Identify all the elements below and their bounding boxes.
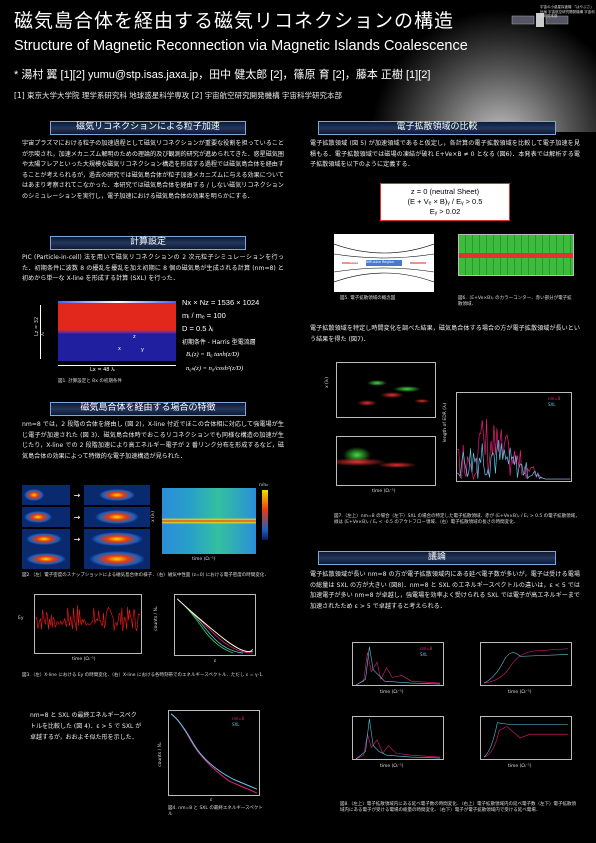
fig4-xlabel: ε [210,798,213,803]
fig2r-xlabel: time (Ωᵢ⁻¹) [192,557,216,562]
fig4-legend-nm8: nm=8 [232,716,245,721]
fig7-nm8-plot [336,362,436,418]
fig1-caption: 図1. 計算設定と Bx の初期条件 [58,379,122,384]
fig8-xlabel-tl: time (Ωᵢ⁻¹) [380,690,404,695]
param-mass-ratio: mᵢ / mₑ = 100 [182,311,226,320]
fig6-contour [458,234,574,276]
title-english: Structure of Magnetic Reconnection via M… [14,38,468,54]
fig7r-ylabel: length of EDR (λᵢ) [443,402,449,443]
setup-text: PIC (Particle-in-cell) 法を用いて磁気リコネクションの 2… [22,254,284,283]
param-thickness: D = 0.5 λᵢ [182,324,214,333]
fig3-caption: 図3.（左）X-line における Ey の時間変化．（右）X-line におけ… [22,673,264,678]
fig8-xlabel-bl: time (Ωᵢ⁻¹) [380,764,404,769]
fig3-spectrum-plot [174,594,256,656]
fig1-axis-y: y [141,347,144,353]
intro-heading: 磁気リコネクションによる粒子加速 [50,121,246,135]
fig7-legend-sxl: SXL [548,402,556,407]
fig8-legend-nm8: nm=8 [420,646,433,651]
fig7-ylabel: x (λᵢ) [325,376,331,389]
edr-def-line3: Eᵧ > 0.02 [429,207,461,216]
fig1-lx-label: Lx = 48 λᵢ [90,367,115,373]
setup-heading: 計算設定 [50,236,246,250]
fig3r-ylabel: counts / Nₑ [153,606,159,631]
fig1-lz-label: Lz = 32 λᵢ [34,316,46,336]
affiliations: [1] 東京大学大学院 理学系研究科 地球惑星科学専攻 [2] 宇宙航空研究開発… [14,91,343,100]
compare-text2: 電子拡散領域を特定し時間変化を調べた結果，磁気島合体する場合の方が電子拡散領域が… [310,325,580,343]
harris-label: 初期条件 ‐ Harris 型電流層 [182,339,256,346]
satellite-icon [511,13,569,27]
fig2-snapshots: → → → [22,485,150,569]
fig1-axis-z: z [133,334,136,340]
compare-heading: 電子拡散領域の比較 [318,121,556,135]
features-summary: nm=8 と SXL の最終エネルギースペクトルを比較した (図 4)．ε > … [30,712,142,741]
colorbar-label: n/n₀ [259,483,269,488]
fig5-edr-label: Electron Diffusion Region [350,260,395,264]
fig8-plot-tr [480,642,572,686]
fig3r-xlabel: ε [214,659,217,664]
edr-def-line1: z = 0 (neutral Sheet) [410,187,480,196]
fig4-caption: 図4. nm=8 と SXL の最終エネルギースペクトル [168,806,263,817]
fig8-xlabel-tr: time (Ωᵢ⁻¹) [508,690,532,695]
fig2-caption: 図2.（左）電子密度のスナップショットによる磁気島合体の様子．（右）磁気中性面 … [22,573,269,578]
title-japanese: 磁気島合体を経由する磁気リコネクションの構造 [14,10,455,32]
features-heading: 磁気島合体を経由する場合の特徴 [50,402,246,416]
features-text: nm=8 では，2 段階の合体を経由し (図 2)，X-line 付近でほこの合… [22,421,284,460]
authors: * 湯村 翼 [1][2] yumu@stp.isas.jaxa.jp，田中 健… [14,69,431,81]
fig8-plot-tl [352,642,444,686]
param-grid: Nx × Nz = 1536 × 1024 [182,298,260,307]
fig7-sxl-plot [336,436,436,486]
fig1-axis-x: x [118,346,121,352]
fig6-caption: 図6.（E+Ve×B)ᵧ のカラーコンター．赤い部分が電子拡散領域． [458,296,572,307]
fig8-plot-br [480,716,572,760]
fig8-xlabel-br: time (Ωᵢ⁻¹) [508,764,532,769]
fig8-plot-bl [352,716,444,760]
fig4-ylabel: counts / Nₑ [157,742,163,767]
fig7-xlabel: time (Ωᵢ⁻¹) [372,489,396,494]
fig4-legend-sxl: SXL [232,722,240,727]
fig3-ylabel: Ey [18,616,24,621]
fig1-box [58,303,176,361]
fig7-caption: 図7.（左上）nm=8 の場合（左下）SXL の場合の特定した電子拡散領域．赤が… [334,514,580,525]
fig5-diagram [334,234,434,292]
fig2r-plot [162,488,256,554]
fig2r-ylabel: x (λᵢ) [151,510,157,523]
fig5-caption: 図5. 電子拡散領域の概念図 [340,296,396,301]
edr-def-line2: (E + Vₑ × B)ᵧ / Eᵧ > 0.5 [407,197,483,206]
discussion-text: 電子拡散領域が長い nm=8 の方が電子拡散領域内にある延べ電子数が多いが，電子… [310,571,580,610]
harris-eq1: Bₓ(z) = B₀ tanh(z/D) [186,351,240,358]
fig8-legend-sxl: SXL [420,652,428,657]
discussion-heading: 議論 [318,551,556,565]
fig4-plot [168,710,260,796]
fig7-length-plot [456,392,572,482]
fig8-caption: 図8.（左上）電子拡散領域内にある延べ電子数の時間変化．（右上）電子拡散領域内の… [340,802,577,813]
edr-definition-box: z = 0 (neutral Sheet) (E + Vₑ × B)ᵧ / Eᵧ… [380,183,510,221]
harris-eq2: n₀ₕ(z) = n₀/cosh²(z/D) [186,365,244,372]
satellite-caption: 宇宙の小惑星探査機 「はやぶさ」 計画 宇宙航空研究開発機構 宇宙科学研究本部 [540,5,595,18]
colorbar [262,490,268,540]
fig3-ey-plot [34,594,142,654]
fig7-legend-nm8: nm=8 [548,396,561,401]
intro-text: 宇宙プラズマにおける粒子の加速過程として磁気リコネクションが重要な役割を担ってい… [22,140,284,200]
fig3-xlabel: time (Ωᵢ⁻¹) [72,657,96,662]
compare-text: 電子拡散領域 (図 5) が加速領域であると仮定し，各計算の電子拡散領域を比較し… [310,140,580,169]
